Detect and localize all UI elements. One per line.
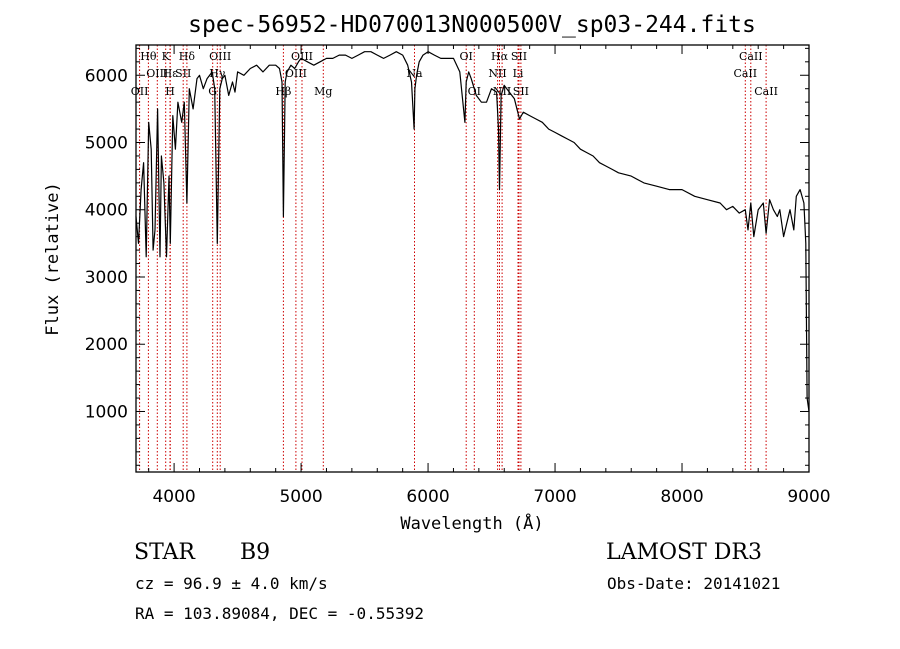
line-label: Hβ [275,85,291,98]
y-tick-label: 5000 [85,134,128,154]
spectral-subclass: B9 [240,540,271,565]
x-axis-label: Wavelength (Å) [400,512,543,534]
line-markers [139,45,767,472]
x-tick-label: 9000 [787,487,830,507]
obs-date: Obs-Date: 20141021 [607,574,781,593]
y-axis-ticks: 1000 2000 3000 4000 5000 6000 [85,47,809,466]
line-label: OI [460,50,473,63]
line-label: K [162,50,171,63]
line-label: OIII [209,50,231,63]
line-label: CaII [739,50,763,63]
line-label: Hθ [140,50,157,63]
y-tick-label: 4000 [85,201,128,221]
coordinates: RA = 103.89084, DEC = -0.55392 [135,604,424,623]
x-tick-label: 5000 [279,487,322,507]
y-tick-label: 3000 [85,268,128,288]
line-label: CaII [754,85,778,98]
x-axis-ticks: 4000 5000 6000 7000 8000 9000 [148,45,831,507]
redshift-cz: cz = 96.9 ± 4.0 km/s [135,574,328,593]
line-label: SII [511,50,527,63]
line-label: Li [513,67,524,80]
x-tick-label: 4000 [152,487,195,507]
y-tick-label: 1000 [85,402,128,422]
survey-name: LAMOST DR3 [606,540,762,565]
line-label: G [208,85,217,98]
line-label: OII [131,85,149,98]
x-tick-label: 6000 [406,487,449,507]
spectrum-line [135,51,810,412]
plot-frame [135,44,810,473]
object-class: STAR [134,540,195,565]
line-label: OI [468,85,481,98]
line-label: OIII [285,67,307,80]
line-label: Mg [314,85,332,98]
x-tick-label: 7000 [533,487,576,507]
x-tick-label: 8000 [660,487,703,507]
line-label: Hδ [179,50,196,63]
line-label: CaII [733,67,757,80]
line-label: NII [488,67,506,80]
y-tick-label: 2000 [85,335,128,355]
line-label: OIII [291,50,313,63]
line-label: H [165,85,175,98]
y-axis-label: Flux (relative) [43,182,63,336]
chart-title: spec-56952-HD070013N000500V_sp03-244.fit… [188,12,756,38]
line-label: OIII [146,67,168,80]
line-label: Hε [163,67,179,80]
line-label: SII [175,67,191,80]
line-label: SII [513,85,529,98]
y-tick-label: 6000 [85,66,128,86]
line-label: Hα [491,50,509,63]
